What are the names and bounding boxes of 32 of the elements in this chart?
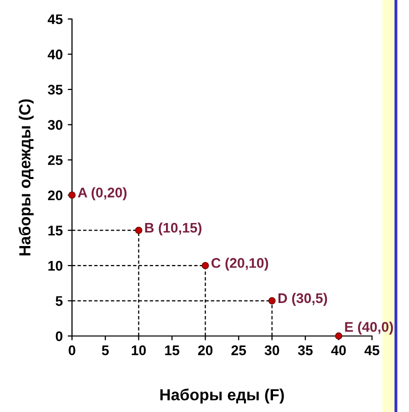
annotation: D (30,5) xyxy=(278,292,328,306)
point xyxy=(268,297,276,304)
x-tick-label: 40 xyxy=(331,345,346,356)
x-tick-label: 0 xyxy=(68,345,76,356)
annotation: B (10,15) xyxy=(145,222,202,236)
x-tick-label: 10 xyxy=(132,345,146,356)
x-tick-label: 25 xyxy=(231,345,246,356)
annotation: E (40,0) xyxy=(345,322,393,335)
point xyxy=(335,332,342,340)
x-tick-label: 5 xyxy=(102,346,109,356)
annotation: A (0,20) xyxy=(78,187,127,200)
y-tick-label: 0 xyxy=(56,331,62,342)
y-tick-label: 15 xyxy=(48,226,63,236)
point xyxy=(202,262,209,270)
x-axis-title: Наборы еды (F) xyxy=(160,388,284,404)
x-tick-label: 15 xyxy=(165,346,180,356)
y-tick-label: 25 xyxy=(48,155,63,166)
x-tick-label: 30 xyxy=(264,345,280,356)
point xyxy=(135,226,142,234)
y-tick-label: 5 xyxy=(56,296,63,306)
x-tick-label: 45 xyxy=(364,346,380,356)
y-tick-label: 45 xyxy=(48,14,63,24)
annotation: C (20,10) xyxy=(211,258,268,271)
y-axis-title: Наборы одежды (C) xyxy=(18,99,34,256)
point xyxy=(68,192,76,199)
x-tick-label: 35 xyxy=(298,345,313,356)
y-tick-label: 10 xyxy=(48,260,62,271)
y-tick-label: 30 xyxy=(48,120,62,130)
y-tick-label: 40 xyxy=(48,50,62,60)
x-tick-label: 20 xyxy=(198,345,212,356)
y-tick-label: 20 xyxy=(48,190,62,200)
y-tick-label: 35 xyxy=(48,84,63,95)
